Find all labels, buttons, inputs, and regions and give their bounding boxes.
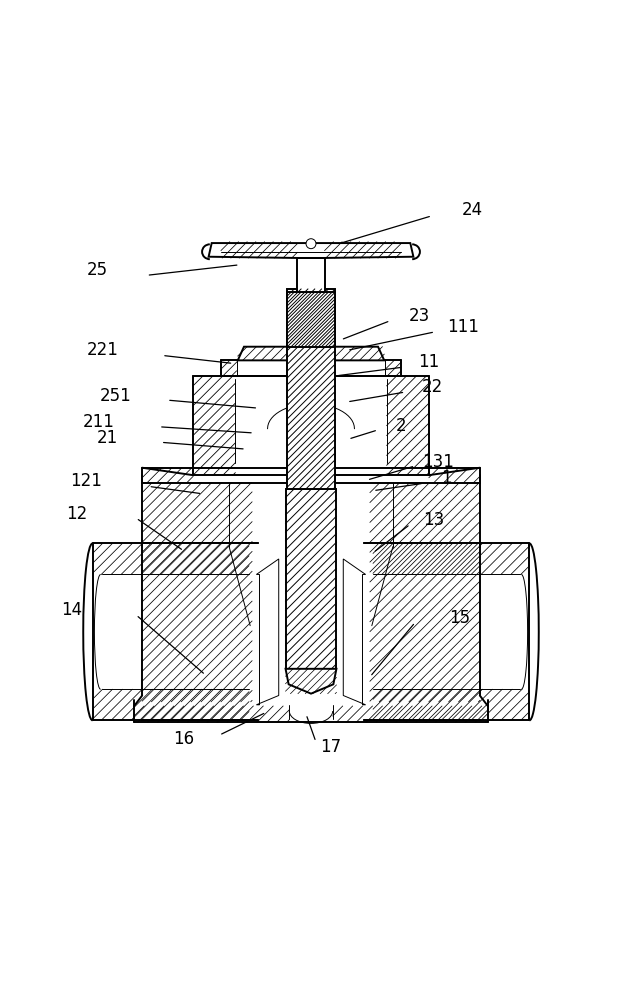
Text: 12: 12 bbox=[66, 505, 87, 523]
Text: 13: 13 bbox=[423, 511, 445, 529]
Text: 221: 221 bbox=[87, 341, 119, 359]
Text: 23: 23 bbox=[409, 307, 430, 325]
Bar bbox=[287, 432, 335, 466]
Bar bbox=[297, 258, 325, 292]
Bar bbox=[285, 489, 337, 669]
Text: 111: 111 bbox=[447, 318, 479, 336]
Polygon shape bbox=[285, 669, 337, 694]
Text: 25: 25 bbox=[86, 261, 108, 279]
Text: 17: 17 bbox=[320, 738, 341, 756]
Text: 211: 211 bbox=[83, 413, 114, 431]
Bar bbox=[287, 289, 335, 489]
Text: 15: 15 bbox=[449, 609, 470, 627]
Circle shape bbox=[306, 239, 316, 249]
Text: 11: 11 bbox=[418, 353, 440, 371]
Text: 24: 24 bbox=[462, 201, 483, 219]
Text: 1: 1 bbox=[441, 469, 452, 487]
Text: 131: 131 bbox=[422, 453, 454, 471]
Text: 21: 21 bbox=[97, 429, 118, 447]
Polygon shape bbox=[256, 559, 279, 705]
Text: 121: 121 bbox=[70, 472, 102, 490]
Polygon shape bbox=[238, 347, 384, 360]
Text: 2: 2 bbox=[396, 417, 406, 435]
Text: 22: 22 bbox=[421, 378, 443, 396]
Polygon shape bbox=[208, 243, 414, 258]
Bar bbox=[287, 292, 335, 347]
Polygon shape bbox=[343, 559, 366, 705]
Text: 16: 16 bbox=[173, 730, 194, 748]
Text: 251: 251 bbox=[100, 387, 131, 405]
Text: 14: 14 bbox=[62, 601, 83, 619]
